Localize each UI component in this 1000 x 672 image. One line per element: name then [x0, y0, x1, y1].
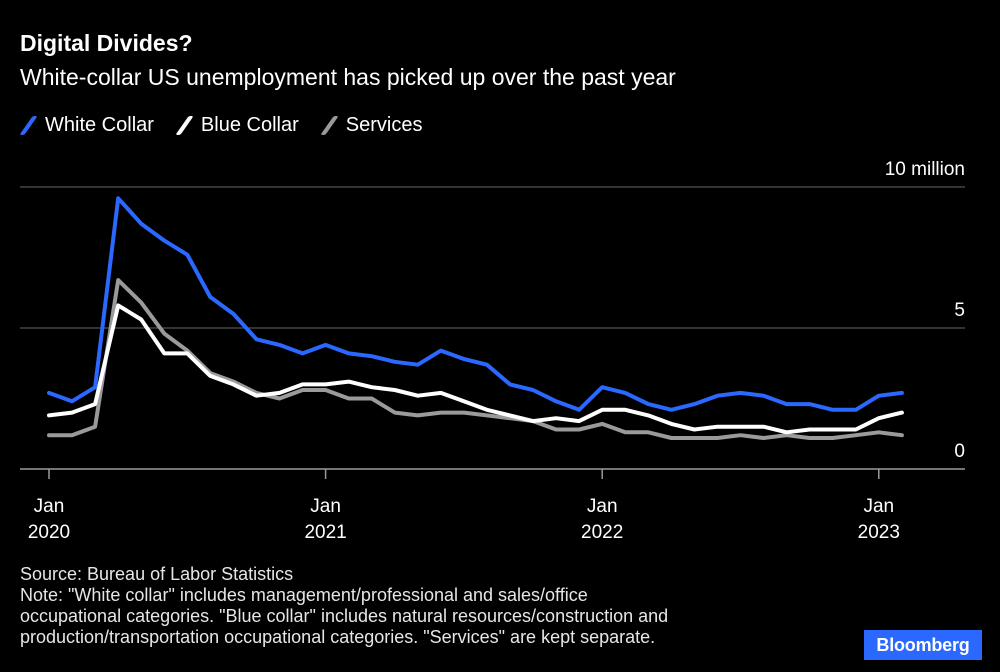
- legend-label-blue-collar: Blue Collar: [200, 114, 299, 136]
- footer: Source: Bureau of Labor Statistics Note:…: [20, 564, 820, 648]
- legend: White Collar Blue Collar Services: [19, 114, 444, 137]
- note-line-1: Note: "White collar" includes management…: [20, 585, 588, 605]
- line-services: [47, 278, 904, 440]
- legend-label-services: Services: [345, 114, 423, 136]
- line-chart: 10 million 5 0 Jan 2020 Jan 2021 Jan 2022 Jan 2023: [20, 159, 965, 543]
- x-tick-label-month: Jan: [310, 496, 341, 517]
- y-tick-label: 10 million: [885, 159, 965, 180]
- x-tick-label-year: 2023: [858, 522, 900, 543]
- chart-title: Digital Divides?: [20, 30, 193, 56]
- line-blue-collar: [47, 303, 904, 435]
- x-tick-label-month: Jan: [587, 496, 618, 517]
- note-line-3: production/transportation occupational c…: [20, 627, 656, 647]
- x-tick-label-year: 2020: [28, 522, 70, 543]
- legend-item-white-collar: White Collar: [19, 114, 154, 137]
- legend-item-services: Services: [320, 114, 423, 137]
- bloomberg-logo: Bloomberg: [864, 630, 982, 660]
- legend-item-blue-collar: Blue Collar: [175, 114, 299, 137]
- chart-subtitle: White-collar US unemployment has picked …: [20, 64, 676, 90]
- x-tick-label-year: 2022: [581, 522, 623, 543]
- x-tick-label-year: 2021: [304, 522, 346, 543]
- x-tick-label-month: Jan: [34, 496, 65, 517]
- legend-label-white-collar: White Collar: [45, 114, 154, 136]
- x-tick-label-month: Jan: [863, 496, 894, 517]
- line-white-collar: [47, 196, 904, 412]
- y-tick-label: 5: [954, 300, 965, 321]
- y-tick-label: 0: [954, 441, 965, 462]
- note-line-2: occupational categories. "Blue collar" i…: [20, 606, 669, 626]
- source-note: Source: Bureau of Labor Statistics: [20, 564, 294, 584]
